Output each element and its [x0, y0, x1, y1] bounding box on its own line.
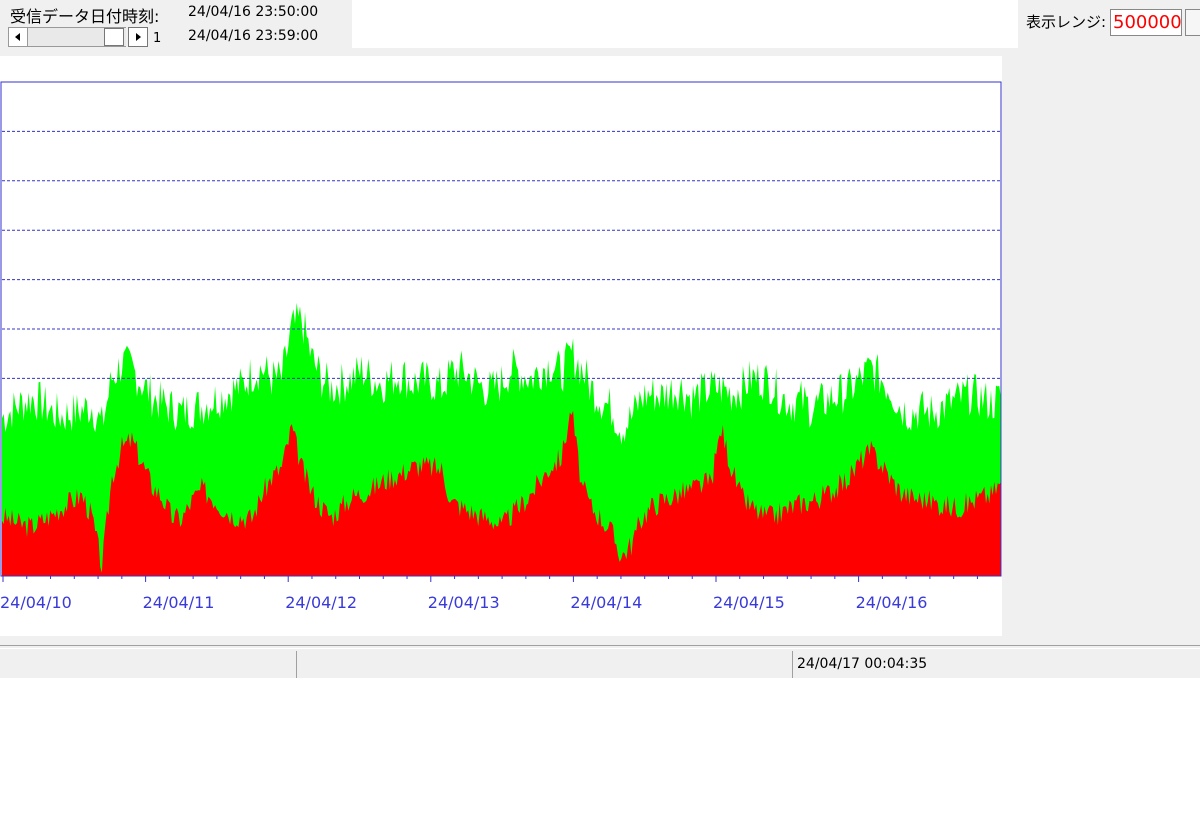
status-timestamp: 24/04/17 00:04:35: [792, 651, 1200, 678]
app-window: 受信データ日付時刻: 24/04/16 23:50:00 24/04/16 23…: [0, 0, 1200, 678]
series-area-red: [2, 410, 1001, 576]
time-scrollbar-track[interactable]: [28, 27, 126, 47]
display-range-button[interactable]: [1185, 9, 1200, 36]
scroll-left-button[interactable]: [8, 27, 28, 47]
status-bar: 24/04/17 00:04:35: [0, 651, 1200, 678]
x-tick-label: 24/04/13: [428, 593, 500, 612]
chart-panel: 24/04/10 24/04/11 24/04/12 24/04/13 24/04/14…: [0, 56, 1002, 636]
display-range-label: 表示レンジ:: [1026, 13, 1107, 31]
time-scrollbar-thumb[interactable]: [104, 28, 124, 46]
arrow-right-icon: [136, 33, 141, 41]
x-tick-label: 24/04/14: [570, 593, 642, 612]
x-tick-label: 24/04/11: [143, 593, 215, 612]
display-range-input[interactable]: 500000: [1110, 9, 1182, 36]
traffic-chart: 24/04/10 24/04/11 24/04/12 24/04/13 24/04/14…: [0, 81, 1002, 612]
arrow-left-icon: [15, 33, 20, 41]
x-tick-label: 24/04/16: [856, 593, 928, 612]
scroll-page-number: 1: [153, 31, 162, 46]
x-tick-label: 24/04/10: [0, 593, 72, 612]
scroll-right-button[interactable]: [128, 27, 148, 47]
received-data-datetime-label: 受信データ日付時刻:: [10, 7, 160, 26]
status-separator: [0, 645, 1200, 649]
x-tick-label: 24/04/15: [713, 593, 785, 612]
plot-frame: [0, 81, 1002, 577]
range-end-time: 24/04/16 23:59:00: [188, 28, 319, 44]
x-tick-label: 24/04/12: [285, 593, 357, 612]
status-cell-middle: [296, 651, 792, 678]
range-start-time: 24/04/16 23:50:00: [188, 4, 319, 20]
info-panel: [352, 0, 1018, 48]
